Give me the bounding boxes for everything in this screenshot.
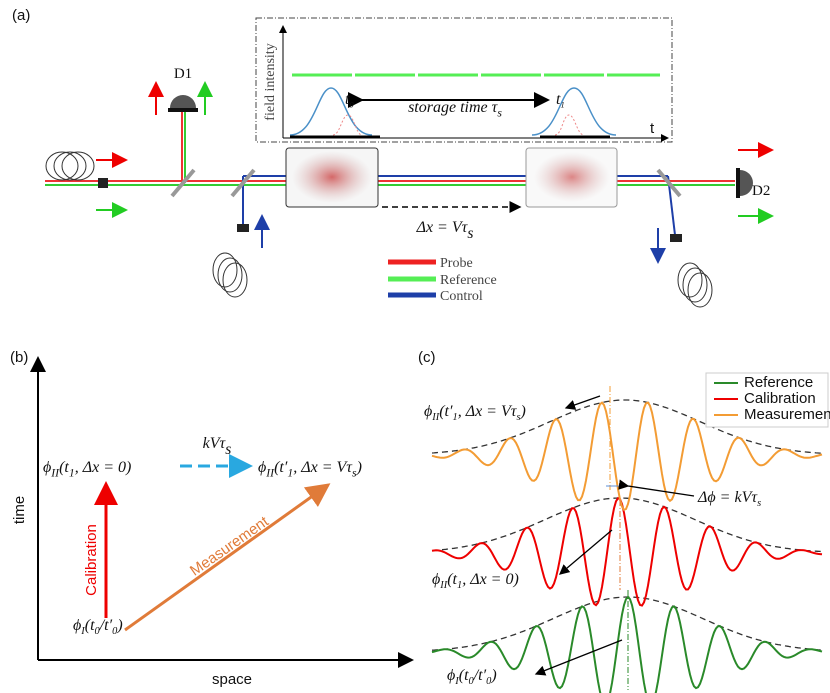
atoms bbox=[534, 152, 610, 202]
text-part: ϕ bbox=[73, 617, 81, 634]
text-part: Δx = Vτ bbox=[416, 219, 469, 236]
text-part: ) bbox=[520, 403, 526, 420]
inset-x-label: t bbox=[650, 120, 655, 137]
text-part: (t′ bbox=[439, 403, 453, 420]
text-part: (t bbox=[85, 617, 95, 634]
text-part: (t bbox=[447, 571, 457, 588]
panel-b: (b) time space Calibration Measurement k… bbox=[10, 349, 412, 688]
legend-label: Reference bbox=[744, 374, 813, 391]
text-part: (t bbox=[59, 459, 69, 476]
arrow-label: Calibration bbox=[83, 524, 100, 596]
stored-pulses bbox=[333, 115, 584, 135]
text-part: , Δx = Vτ bbox=[458, 403, 518, 420]
legend-label: Probe bbox=[440, 256, 473, 271]
detector bbox=[736, 168, 740, 198]
text-part: (t bbox=[459, 667, 469, 684]
figure: (a) field intensity t0 t1 storage time τ… bbox=[0, 0, 830, 693]
legend: Probe Reference Control bbox=[388, 256, 497, 304]
text-part: ϕ bbox=[432, 571, 440, 588]
legend-label: Control bbox=[440, 289, 483, 304]
panel-label: (a) bbox=[12, 7, 30, 24]
text-part: ϕ bbox=[43, 459, 51, 476]
atoms bbox=[292, 151, 372, 203]
detector bbox=[168, 108, 198, 112]
t1-label: t1 bbox=[556, 91, 565, 109]
wave-label: ϕII(t1, Δx = 0) bbox=[432, 571, 519, 591]
text-part: kVτ bbox=[203, 435, 227, 452]
text-part: , Δx = Vτ bbox=[293, 459, 353, 476]
text-part: , Δx = 0) bbox=[462, 571, 519, 588]
displacement-label: Δx = Vτs bbox=[416, 219, 474, 242]
text-part: ) bbox=[116, 617, 122, 634]
text-part: /t′ bbox=[473, 667, 487, 684]
storage-label: storage time τs bbox=[408, 99, 502, 120]
state-label: ϕII(t1, Δx = 0) bbox=[43, 459, 131, 480]
legend-label: Measurement bbox=[744, 406, 830, 423]
wave-label: ϕII(t′1, Δx = Vτs) bbox=[424, 403, 526, 423]
text-part: , Δx = 0) bbox=[75, 459, 132, 476]
arrow-label: Measurement bbox=[187, 513, 273, 580]
panel-c: (c) Reference Calibration Measurement ϕI… bbox=[418, 349, 830, 693]
wave bbox=[432, 498, 822, 605]
shift-label: kVτs bbox=[203, 435, 232, 458]
wave-label: ϕI(t0/t′0) bbox=[447, 667, 497, 687]
state-label: ϕI(t0/t′0) bbox=[73, 617, 123, 637]
axis-label: time bbox=[11, 496, 28, 524]
subscript: s bbox=[757, 498, 761, 509]
subscript: s bbox=[497, 107, 502, 120]
text-part: Δϕ = kVτ bbox=[697, 489, 758, 506]
legend-label: Reference bbox=[440, 273, 497, 288]
detector-label: D1 bbox=[174, 66, 192, 82]
t0-label: t0 bbox=[345, 91, 354, 109]
inset-box bbox=[256, 18, 672, 142]
inset-y-label: field intensity bbox=[263, 43, 278, 120]
subscript: s bbox=[225, 441, 231, 458]
subscript: 0 bbox=[349, 99, 354, 109]
text-part: ) bbox=[490, 667, 496, 684]
detector-label: D2 bbox=[752, 183, 770, 199]
panel-a: (a) field intensity t0 t1 storage time τ… bbox=[12, 7, 772, 307]
subscript: s bbox=[467, 225, 473, 242]
text-part: ϕ bbox=[424, 403, 432, 420]
text-part: ) bbox=[356, 459, 362, 476]
text-part: storage time τ bbox=[408, 99, 499, 116]
panel-label: (b) bbox=[10, 349, 28, 366]
pointers bbox=[536, 396, 694, 674]
legend-label: Calibration bbox=[744, 390, 816, 407]
panel-label: (c) bbox=[418, 349, 436, 366]
text-part: (t′ bbox=[274, 459, 288, 476]
text-part: /t′ bbox=[99, 617, 113, 634]
axis-label: space bbox=[212, 671, 252, 688]
subscript: 1 bbox=[560, 99, 564, 109]
wave-label: Δϕ = kVτs bbox=[697, 489, 761, 509]
text-part: ϕ bbox=[447, 667, 455, 684]
detector bbox=[170, 95, 196, 108]
text-part: ϕ bbox=[258, 459, 266, 476]
state-label: ϕII(t′1, Δx = Vτs) bbox=[258, 459, 362, 480]
